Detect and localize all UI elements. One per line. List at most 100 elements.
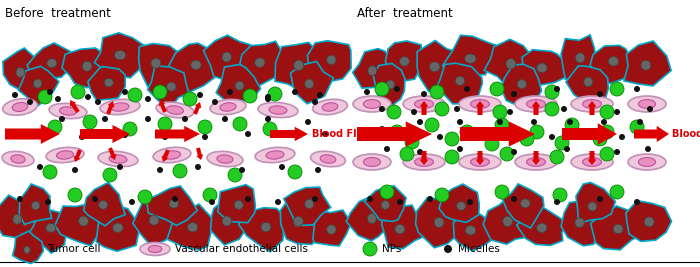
Ellipse shape xyxy=(485,137,499,151)
Ellipse shape xyxy=(495,118,509,132)
Ellipse shape xyxy=(414,100,433,108)
Ellipse shape xyxy=(561,106,567,112)
Ellipse shape xyxy=(364,89,370,95)
Ellipse shape xyxy=(34,79,42,88)
Ellipse shape xyxy=(454,106,460,112)
Ellipse shape xyxy=(555,136,569,150)
Ellipse shape xyxy=(515,96,557,112)
Ellipse shape xyxy=(266,151,284,159)
Ellipse shape xyxy=(68,188,82,202)
Ellipse shape xyxy=(46,223,56,232)
Ellipse shape xyxy=(149,215,159,225)
Ellipse shape xyxy=(380,185,394,199)
Ellipse shape xyxy=(71,85,85,99)
Ellipse shape xyxy=(430,85,444,99)
Ellipse shape xyxy=(466,226,476,235)
Ellipse shape xyxy=(167,106,183,114)
Ellipse shape xyxy=(172,196,178,202)
Ellipse shape xyxy=(59,116,65,122)
Ellipse shape xyxy=(375,82,389,96)
Polygon shape xyxy=(517,205,568,245)
Ellipse shape xyxy=(102,116,108,122)
Ellipse shape xyxy=(414,158,433,166)
Ellipse shape xyxy=(455,76,465,85)
Ellipse shape xyxy=(363,242,377,256)
Ellipse shape xyxy=(12,92,18,98)
Polygon shape xyxy=(483,197,530,244)
FancyArrow shape xyxy=(108,147,116,160)
Ellipse shape xyxy=(435,102,449,116)
Text: Vascular endothelial cells: Vascular endothelial cells xyxy=(175,244,308,254)
Polygon shape xyxy=(167,204,212,250)
Ellipse shape xyxy=(515,154,557,170)
Ellipse shape xyxy=(265,116,271,122)
Polygon shape xyxy=(439,184,480,222)
Ellipse shape xyxy=(156,102,194,118)
FancyArrow shape xyxy=(74,149,82,162)
Polygon shape xyxy=(484,39,536,90)
Text: Blood Flow: Blood Flow xyxy=(672,129,700,139)
Ellipse shape xyxy=(117,164,123,170)
Ellipse shape xyxy=(275,199,281,205)
Ellipse shape xyxy=(437,134,443,140)
Ellipse shape xyxy=(445,150,459,164)
Ellipse shape xyxy=(379,126,385,132)
Ellipse shape xyxy=(27,99,33,105)
Polygon shape xyxy=(239,208,288,252)
Ellipse shape xyxy=(195,164,201,170)
FancyArrow shape xyxy=(155,126,200,142)
Ellipse shape xyxy=(279,164,285,170)
Ellipse shape xyxy=(526,158,545,166)
Polygon shape xyxy=(290,61,333,104)
Ellipse shape xyxy=(78,216,88,226)
Ellipse shape xyxy=(38,90,52,104)
FancyArrow shape xyxy=(162,149,170,162)
Ellipse shape xyxy=(457,119,463,125)
Ellipse shape xyxy=(113,223,123,233)
Ellipse shape xyxy=(327,225,336,234)
FancyArrow shape xyxy=(587,151,596,165)
Ellipse shape xyxy=(235,81,244,90)
Ellipse shape xyxy=(460,125,474,139)
Ellipse shape xyxy=(610,185,624,199)
FancyArrow shape xyxy=(419,151,428,165)
Polygon shape xyxy=(576,182,615,223)
Polygon shape xyxy=(624,41,671,86)
Ellipse shape xyxy=(506,59,516,69)
Ellipse shape xyxy=(647,106,653,112)
Ellipse shape xyxy=(530,125,544,139)
Ellipse shape xyxy=(400,57,410,66)
Ellipse shape xyxy=(554,86,560,92)
Ellipse shape xyxy=(503,216,512,227)
Polygon shape xyxy=(454,209,496,251)
Polygon shape xyxy=(417,41,459,92)
Polygon shape xyxy=(0,195,36,238)
Polygon shape xyxy=(133,197,177,246)
Ellipse shape xyxy=(403,96,445,112)
FancyArrow shape xyxy=(80,125,130,143)
Ellipse shape xyxy=(600,147,614,161)
Polygon shape xyxy=(62,48,103,88)
Ellipse shape xyxy=(322,131,328,137)
Ellipse shape xyxy=(459,96,501,112)
Ellipse shape xyxy=(465,54,476,63)
Ellipse shape xyxy=(148,245,162,253)
Polygon shape xyxy=(167,43,218,92)
Ellipse shape xyxy=(554,199,560,205)
Ellipse shape xyxy=(425,118,439,132)
Ellipse shape xyxy=(13,214,22,224)
Ellipse shape xyxy=(104,78,113,87)
Ellipse shape xyxy=(644,217,654,227)
Polygon shape xyxy=(148,66,188,108)
Ellipse shape xyxy=(353,154,391,170)
FancyArrow shape xyxy=(562,123,617,145)
Polygon shape xyxy=(416,198,456,248)
Ellipse shape xyxy=(520,132,534,146)
Ellipse shape xyxy=(363,158,381,166)
Ellipse shape xyxy=(263,122,277,136)
Ellipse shape xyxy=(467,199,473,205)
Ellipse shape xyxy=(2,151,34,167)
FancyArrow shape xyxy=(634,126,669,142)
Ellipse shape xyxy=(265,94,271,100)
Ellipse shape xyxy=(203,188,217,202)
